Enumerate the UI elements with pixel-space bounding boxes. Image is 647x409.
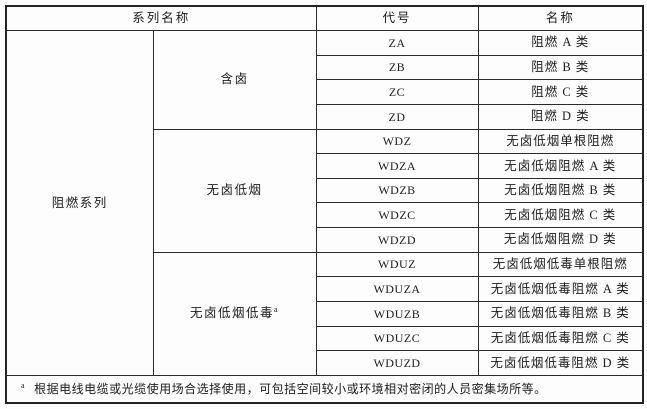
table-row: 阻燃系列 含卤 ZA 阻燃 A 类	[5, 30, 644, 376]
table-row: ZB 阻燃 B 类	[6, 54, 644, 81]
code-cell: WDZ	[315, 128, 479, 155]
code-cell: ZC	[315, 79, 479, 105]
name-cell: 无卤低烟低毒阻燃 D 类	[477, 350, 644, 376]
code-cell: WDUZC	[315, 325, 479, 352]
name-cell: 阻燃 A 类	[477, 30, 644, 56]
table-header-row: 系列名称 代号 名称	[5, 5, 644, 31]
flame-retardant-series-table: 系列名称 代号 名称 阻燃系列 含卤 ZA 阻燃 A 类 ZB 阻燃 B 类 Z…	[5, 5, 645, 404]
code-cell: WDUZD	[315, 350, 479, 376]
name-cell: 无卤低烟阻燃 B 类	[477, 177, 644, 204]
code-cell: WDUZB	[315, 301, 479, 327]
header-code: 代号	[315, 5, 479, 31]
table-footnote-row: a 根据电线电缆或光缆使用场合选择使用，可包括空间较小或环境相对密闭的人员密集场所…	[5, 375, 644, 404]
name-cell: 无卤低烟低毒阻燃 C 类	[477, 325, 644, 352]
code-cell: WDZB	[315, 177, 479, 204]
footnote-marker: a	[273, 305, 280, 315]
name-cell: 无卤低烟阻燃 A 类	[477, 153, 644, 179]
code-cell: ZD	[315, 103, 479, 130]
name-cell: 阻燃 D 类	[477, 103, 644, 130]
group-label-halogen: 含卤	[152, 30, 317, 130]
table-row: WDUZA 无卤低烟低毒阻燃 A 类	[6, 276, 644, 303]
footnote-text: 根据电线电缆或光缆使用场合选择使用，可包括空间较小或环境相对密闭的人员密集场所等…	[34, 381, 547, 396]
name-cell: 阻燃 B 类	[477, 54, 644, 81]
name-cell: 无卤低烟低毒阻燃 A 类	[477, 276, 644, 303]
table-footnote: a 根据电线电缆或光缆使用场合选择使用，可包括空间较小或环境相对密闭的人员密集场所…	[5, 375, 644, 404]
table-row: 无卤低烟低毒a WDUZ 无卤低烟低毒单根阻燃	[6, 251, 644, 377]
table-row: WDZC 无卤低烟阻燃 C 类	[6, 202, 644, 229]
header-name: 名称	[477, 5, 644, 31]
code-cell: WDZD	[315, 227, 479, 253]
footnote-marker: a	[21, 380, 26, 390]
group-label-lszh: 无卤低烟	[152, 128, 317, 253]
table-row: WDUZD 无卤低烟低毒阻燃 D 类	[6, 350, 644, 376]
name-cell: 无卤低烟低毒单根阻燃	[477, 251, 644, 278]
group-label-lszh-low-toxicity: 无卤低烟低毒a	[152, 251, 317, 377]
code-cell: ZB	[315, 54, 479, 81]
table-row: WDZA 无卤低烟阻燃 A 类	[6, 153, 644, 179]
name-cell: 无卤低烟阻燃 D 类	[477, 227, 644, 253]
code-cell: WDZC	[315, 202, 479, 229]
table-row: WDUZB 无卤低烟低毒阻燃 B 类	[6, 301, 644, 327]
name-cell: 无卤低烟阻燃 C 类	[477, 202, 644, 229]
table-row: WDZD 无卤低烟阻燃 D 类	[6, 227, 644, 253]
group-label-text: 无卤低烟低毒	[189, 306, 274, 321]
header-series-name: 系列名称	[5, 5, 317, 31]
table-row: WDUZC 无卤低烟低毒阻燃 C 类	[6, 325, 644, 352]
table-row: ZD 阻燃 D 类	[6, 103, 644, 130]
code-cell: ZA	[315, 30, 479, 56]
code-cell: WDUZA	[315, 276, 479, 303]
name-cell: 阻燃 C 类	[477, 79, 644, 105]
name-cell: 无卤低烟单根阻燃	[477, 128, 644, 155]
table-row: 无卤低烟 WDZ 无卤低烟单根阻燃	[6, 128, 644, 253]
table-row: WDZB 无卤低烟阻燃 B 类	[6, 177, 644, 204]
code-cell: WDUZ	[315, 251, 479, 278]
series-label-cell: 阻燃系列	[5, 30, 154, 376]
code-cell: WDZA	[315, 153, 479, 179]
name-cell: 无卤低烟低毒阻燃 B 类	[477, 301, 644, 327]
